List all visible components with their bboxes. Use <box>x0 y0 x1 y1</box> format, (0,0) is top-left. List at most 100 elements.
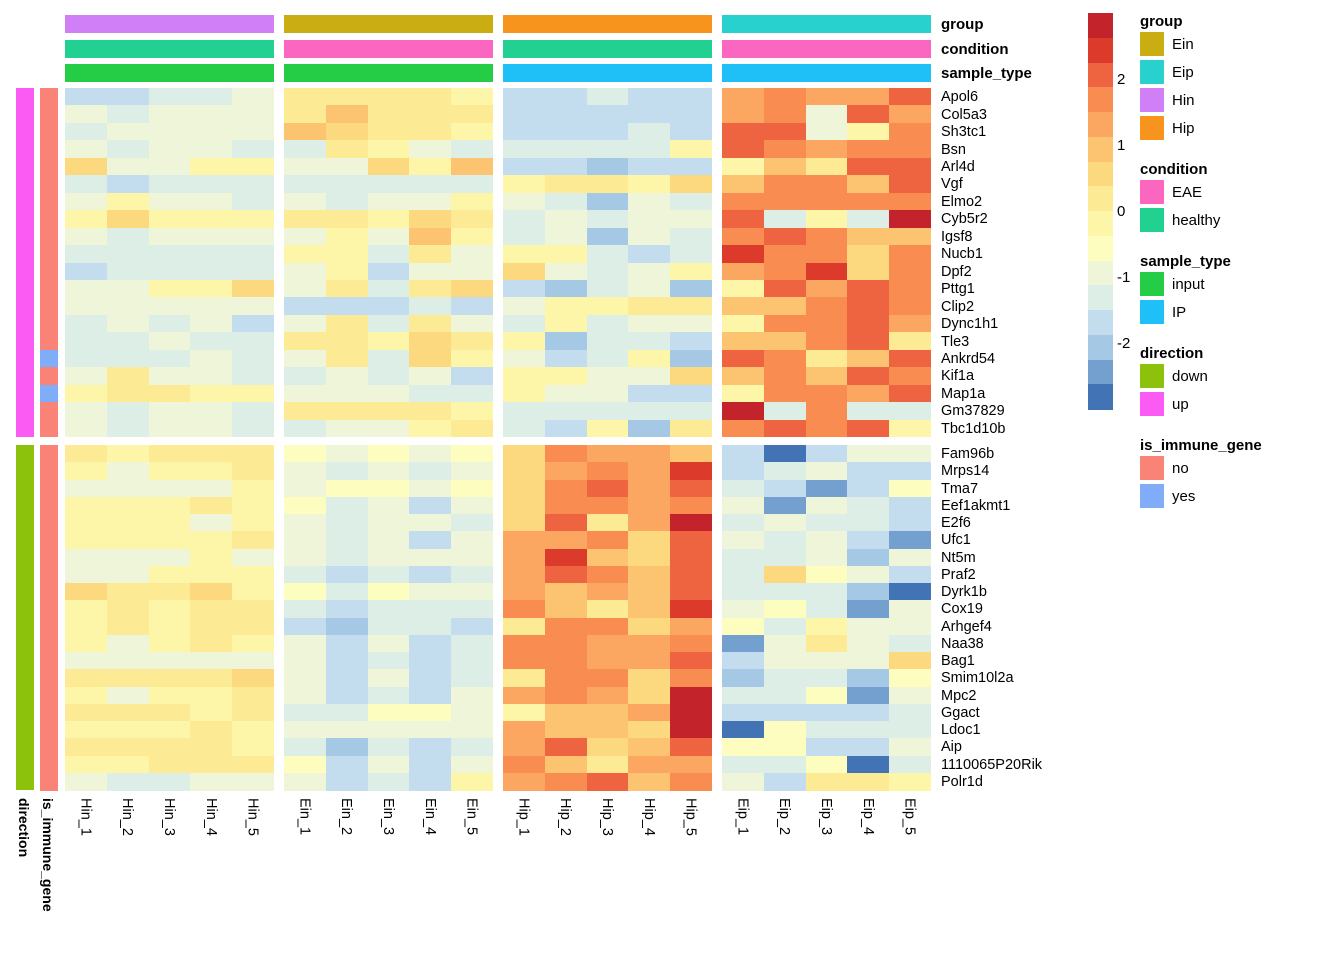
row-label: 1110065P20Rik <box>941 756 1043 773</box>
heatmap-cell <box>805 600 848 618</box>
immune-cell <box>40 314 58 333</box>
heatmap-cell <box>889 262 932 281</box>
legend-swatch-is_immune_gene-yes <box>1140 484 1164 508</box>
heatmap-cell <box>451 262 494 281</box>
heatmap-cell <box>670 367 713 386</box>
heatmap-cell <box>409 349 452 368</box>
row-label: Dyrk1b <box>941 584 987 601</box>
heatmap-cell <box>148 600 191 618</box>
heatmap-cell <box>763 634 807 653</box>
immune-cell <box>40 583 58 601</box>
heatmap-cell <box>409 157 452 176</box>
heatmap-cell <box>586 367 629 386</box>
heatmap-cell <box>805 721 848 739</box>
heatmap-cell <box>670 634 713 653</box>
heatmap-cell <box>367 479 410 498</box>
heatmap-cell <box>232 445 275 463</box>
heatmap-cell <box>65 88 108 106</box>
heatmap-cell <box>451 738 494 756</box>
heatmap-cell <box>65 157 108 176</box>
legend-swatch-sample_type-ip <box>1140 300 1164 324</box>
heatmap-cell <box>805 314 848 333</box>
heatmap-cell <box>763 686 807 705</box>
heatmap-cell <box>284 88 327 106</box>
heatmap-cell <box>586 314 629 333</box>
heatmap-cell <box>503 88 546 106</box>
heatmap-cell <box>503 445 546 463</box>
heatmap-cell <box>722 140 765 159</box>
heatmap-cell <box>722 105 765 124</box>
heatmap-cell <box>148 462 191 480</box>
heatmap-cell <box>763 496 807 515</box>
heatmap-cell <box>451 514 494 532</box>
heatmap-cell <box>325 332 369 351</box>
heatmap-cell <box>284 140 327 159</box>
heatmap-cell <box>847 157 890 176</box>
legend-label-group-hin: Hin <box>1172 92 1195 109</box>
immune-cell <box>40 531 58 549</box>
legend-title-sample_type: sample_type <box>1140 253 1231 270</box>
heatmap-cell <box>586 157 629 176</box>
heatmap-cell <box>544 297 588 316</box>
heatmap-cell <box>628 175 671 194</box>
heatmap-cell <box>65 634 108 653</box>
heatmap-cell <box>805 531 848 549</box>
heatmap-cell <box>847 419 890 438</box>
heatmap-cell <box>106 686 150 705</box>
heatmap-cell <box>232 583 275 601</box>
heatmap-cell <box>586 384 629 403</box>
row-label: Naa38 <box>941 635 984 652</box>
heatmap-cell <box>232 384 275 403</box>
legend-label-group-ein: Ein <box>1172 36 1194 53</box>
axis-title-direction: direction <box>16 798 32 858</box>
heatmap-cell <box>148 314 191 333</box>
heatmap-cell <box>325 462 369 480</box>
heatmap-cell <box>722 496 765 515</box>
heatmap-cell <box>148 349 191 368</box>
colorbar-segment <box>1088 310 1113 336</box>
heatmap-cell <box>409 755 452 774</box>
heatmap-cell <box>628 445 671 463</box>
heatmap-cell <box>722 703 765 722</box>
heatmap-cell <box>544 314 588 333</box>
heatmap-cell <box>628 634 671 653</box>
heatmap-cell <box>628 227 671 246</box>
heatmap-cell <box>847 600 890 618</box>
row-label: Polr1d <box>941 773 983 790</box>
heatmap-cell <box>325 600 369 618</box>
heatmap-cell <box>544 462 588 480</box>
row-label: Mpc2 <box>941 687 977 704</box>
heatmap-cell <box>190 531 233 549</box>
heatmap-cell <box>763 738 807 756</box>
heatmap-cell <box>65 140 108 159</box>
heatmap-cell <box>451 531 494 549</box>
heatmap-cell <box>284 721 327 739</box>
legend-swatch-group-eip <box>1140 60 1164 84</box>
heatmap-cell <box>106 419 150 438</box>
heatmap-cell <box>805 479 848 498</box>
heatmap-cell <box>889 279 932 298</box>
column-label: Eip_4 <box>859 798 876 836</box>
immune-cell <box>40 157 58 176</box>
heatmap-cell <box>106 262 150 281</box>
heatmap-cell <box>190 157 233 176</box>
heatmap-cell <box>544 419 588 438</box>
heatmap-cell <box>763 227 807 246</box>
heatmap-cell <box>148 617 191 636</box>
heatmap-cell <box>670 583 713 601</box>
heatmap-cell <box>409 122 452 141</box>
heatmap-cell <box>232 496 275 515</box>
heatmap-cell <box>889 210 932 229</box>
heatmap-cell <box>106 227 150 246</box>
heatmap-cell <box>65 496 108 515</box>
heatmap-cell <box>544 279 588 298</box>
heatmap-cell <box>409 279 452 298</box>
heatmap-cell <box>503 384 546 403</box>
heatmap-cell <box>65 703 108 722</box>
heatmap-cell <box>805 262 848 281</box>
heatmap-cell <box>451 210 494 229</box>
heatmap-cell <box>586 565 629 584</box>
heatmap-cell <box>325 548 369 567</box>
heatmap-cell <box>325 703 369 722</box>
heatmap-cell <box>628 496 671 515</box>
